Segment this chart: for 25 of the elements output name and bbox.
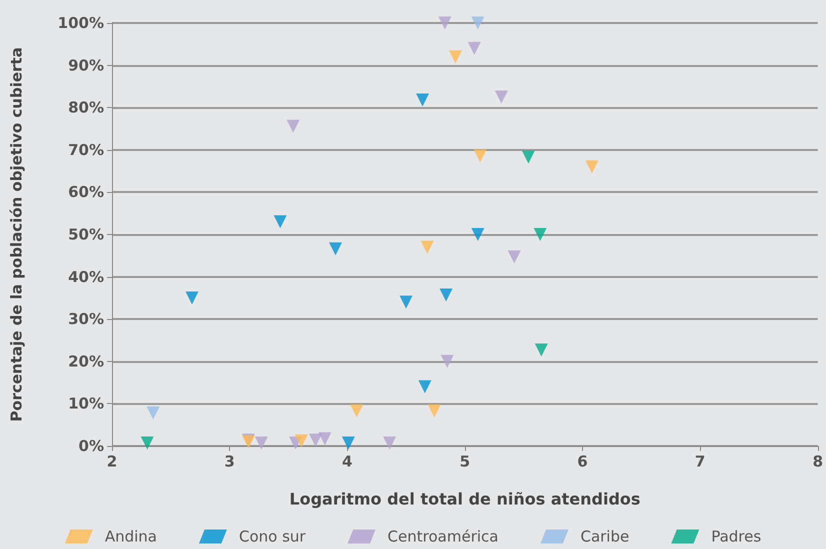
x-tick-label: 2 xyxy=(106,452,118,470)
y-tick-label: 0% xyxy=(78,437,104,455)
y-tick-label: 20% xyxy=(68,352,104,370)
x-axis-title: Logaritmo del total de niños atendidos xyxy=(289,490,640,508)
legend-label: Padres xyxy=(711,528,762,546)
y-tick-label: 90% xyxy=(68,56,104,74)
legend-label: Caribe xyxy=(580,528,630,546)
y-tick-label: 30% xyxy=(68,310,104,328)
legend-label: Cono sur xyxy=(238,528,306,546)
x-tick-label: 3 xyxy=(224,452,235,470)
y-tick-label: 10% xyxy=(68,394,104,413)
y-tick-label: 100% xyxy=(58,14,104,32)
y-tick-label: 80% xyxy=(68,98,104,117)
legend-label: Centroamérica xyxy=(388,528,498,546)
y-axis-title: Porcentaje de la población objetivo cubierta xyxy=(8,47,26,422)
x-tick-label: 5 xyxy=(460,452,470,470)
y-tick-label: 50% xyxy=(68,226,104,244)
y-tick-label: 70% xyxy=(68,140,104,159)
x-tick-label: 7 xyxy=(694,452,706,470)
y-tick-label: 60% xyxy=(68,183,104,202)
x-tick-label: 8 xyxy=(812,452,823,470)
x-tick-label: 4 xyxy=(342,452,352,470)
legend-label: Andina xyxy=(104,528,157,546)
y-tick-label: 40% xyxy=(68,268,104,286)
x-tick-label: 6 xyxy=(577,452,588,470)
